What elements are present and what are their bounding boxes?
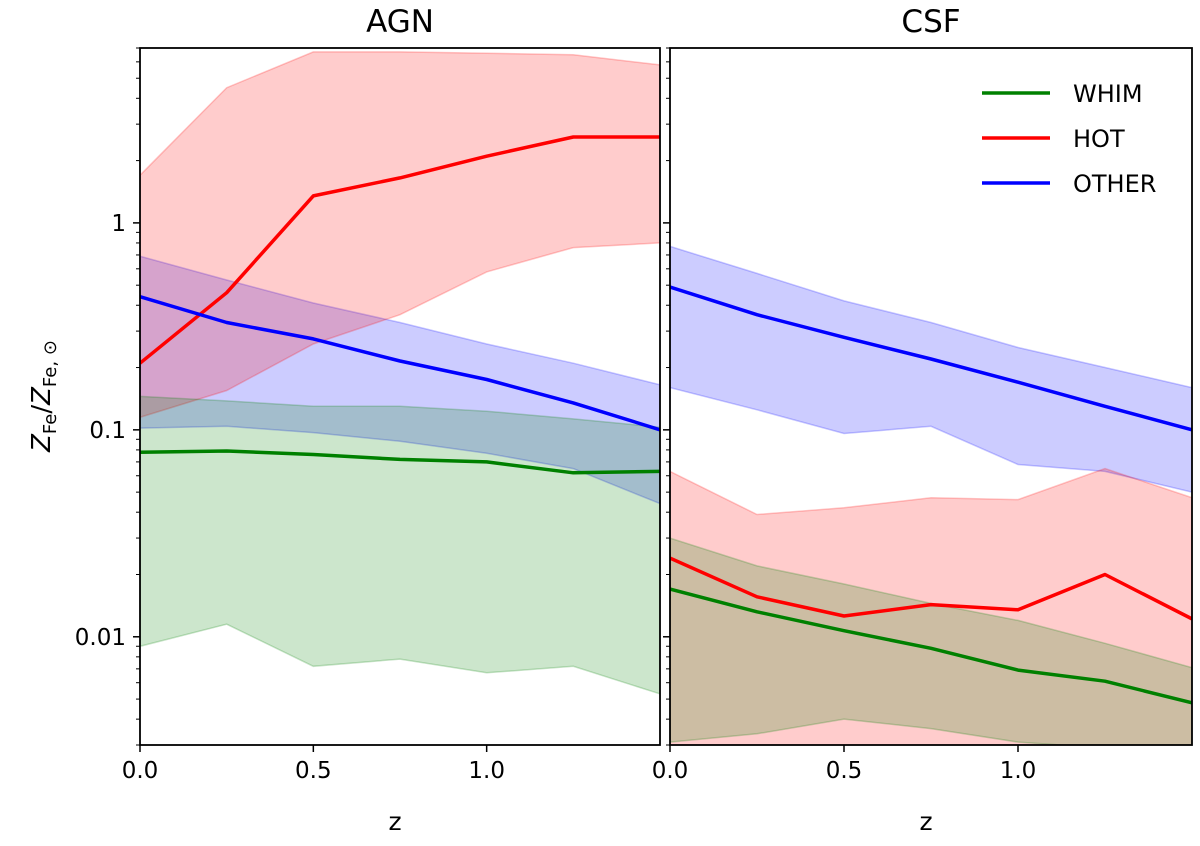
agn-plot-area: [140, 51, 660, 695]
csf-other-band: [670, 245, 1192, 493]
csf-other-line: [670, 285, 1192, 432]
agn-x-tick-label: 0.5: [295, 758, 332, 784]
agn-hot-band: [140, 51, 660, 419]
agn-x-tick-label: 1.0: [468, 758, 505, 784]
agn-hot-line: [140, 135, 660, 365]
csf-x-tick-label: 0.0: [652, 758, 689, 784]
agn-x-axis-label: z: [388, 807, 401, 836]
agn-x-tick-label: 0.0: [122, 758, 159, 784]
agn-panel: AGN 0.0 0.5 1.0 z 0.01 0.1 1: [75, 4, 661, 836]
agn-other-band: [140, 255, 660, 505]
agn-y-tick-label: 1: [111, 211, 126, 237]
agn-y-tick-label: 0.1: [89, 418, 126, 444]
csf-x-tick-label: 0.5: [826, 758, 863, 784]
legend-label-whim: WHIM: [1073, 80, 1143, 108]
legend-label-hot: HOT: [1073, 125, 1125, 153]
agn-axes-frame: [139, 47, 661, 746]
csf-whim-band: [670, 537, 1192, 745]
agn-other-line: [140, 295, 660, 432]
agn-y-tick-label: 0.01: [75, 625, 126, 651]
agn-panel-title: AGN: [366, 4, 434, 40]
csf-panel-title: CSF: [901, 4, 960, 40]
legend-label-other: OTHER: [1073, 170, 1156, 198]
csf-hot-line: [670, 556, 1192, 621]
csf-panel: CSF 0.0 0.5 1.0 z WHIM HOT OTHER: [652, 4, 1193, 836]
csf-plot-area: [670, 245, 1192, 745]
y-axis-label: ZFe/ZFe, ⊙: [27, 340, 61, 453]
agn-whim-line: [140, 449, 660, 475]
csf-x-tick-label: 1.0: [1000, 758, 1037, 784]
agn-whim-band: [140, 395, 660, 695]
csf-x-axis-label: z: [919, 807, 932, 836]
y-axis-label-group: ZFe/ZFe, ⊙: [27, 340, 61, 453]
csf-whim-line: [670, 587, 1192, 705]
legend: WHIM HOT OTHER: [982, 80, 1156, 198]
csf-axes-frame: [669, 47, 1193, 746]
